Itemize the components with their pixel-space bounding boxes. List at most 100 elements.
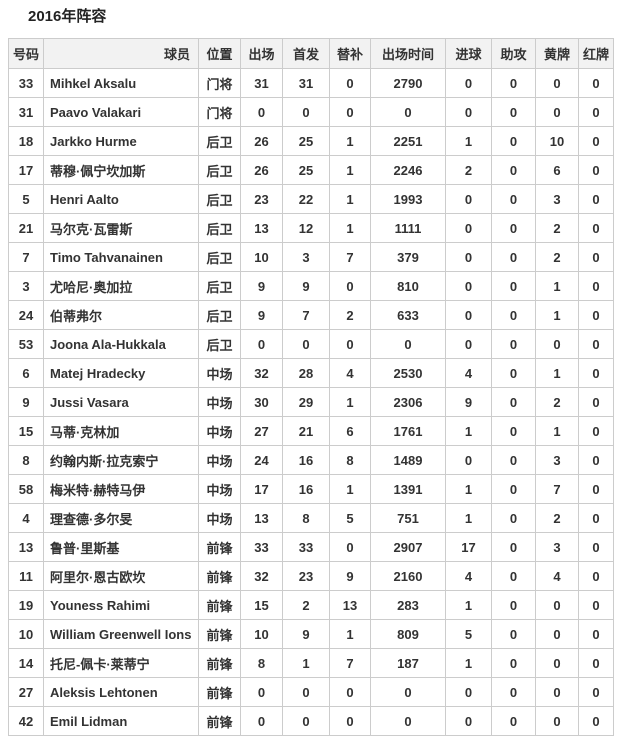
header-row: 号码 球员 位置 出场 首发 替补 出场时间 进球 助攻 黄牌 红牌 <box>8 38 614 69</box>
cell-yellow_cards: 1 <box>535 358 579 388</box>
cell-appearances: 23 <box>240 184 283 214</box>
col-header-red-cards: 红牌 <box>578 38 614 69</box>
cell-red_cards: 0 <box>578 532 614 562</box>
cell-minutes: 810 <box>370 271 446 301</box>
cell-goals: 0 <box>445 184 492 214</box>
cell-appearances: 0 <box>240 97 283 127</box>
cell-starts: 28 <box>282 358 330 388</box>
cell-appearances: 9 <box>240 271 283 301</box>
col-header-yellow-cards: 黄牌 <box>535 38 579 69</box>
cell-red_cards: 0 <box>578 271 614 301</box>
cell-assists: 0 <box>491 619 536 649</box>
cell-number: 9 <box>8 387 44 417</box>
table-row: 15 马蒂·克林加 中场 27 21 6 1761 1 0 1 0 <box>8 416 614 446</box>
cell-yellow_cards: 10 <box>535 126 579 156</box>
cell-player: 伯蒂弗尔 <box>43 300 199 330</box>
cell-starts: 1 <box>282 648 330 678</box>
cell-number: 31 <box>8 97 44 127</box>
cell-red_cards: 0 <box>578 590 614 620</box>
cell-goals: 0 <box>445 97 492 127</box>
cell-goals: 0 <box>445 213 492 243</box>
cell-number: 14 <box>8 648 44 678</box>
cell-red_cards: 0 <box>578 97 614 127</box>
cell-starts: 8 <box>282 503 330 533</box>
cell-starts: 0 <box>282 329 330 359</box>
cell-position: 中场 <box>198 358 241 388</box>
cell-yellow_cards: 0 <box>535 590 579 620</box>
cell-yellow_cards: 6 <box>535 155 579 185</box>
cell-position: 后卫 <box>198 242 241 272</box>
cell-goals: 0 <box>445 706 492 736</box>
col-header-minutes: 出场时间 <box>370 38 446 69</box>
cell-yellow_cards: 7 <box>535 474 579 504</box>
cell-position: 后卫 <box>198 213 241 243</box>
table-row: 8 约翰内斯·拉克索宁 中场 24 16 8 1489 0 0 3 0 <box>8 445 614 475</box>
col-header-appearances: 出场 <box>240 38 283 69</box>
cell-subs: 7 <box>329 242 371 272</box>
cell-minutes: 751 <box>370 503 446 533</box>
cell-assists: 0 <box>491 503 536 533</box>
cell-appearances: 27 <box>240 416 283 446</box>
cell-red_cards: 0 <box>578 184 614 214</box>
cell-appearances: 9 <box>240 300 283 330</box>
cell-starts: 2 <box>282 590 330 620</box>
cell-red_cards: 0 <box>578 445 614 475</box>
col-header-position: 位置 <box>198 38 241 69</box>
cell-number: 33 <box>8 68 44 98</box>
table-row: 31 Paavo Valakari 门将 0 0 0 0 0 0 0 0 <box>8 97 614 127</box>
cell-red_cards: 0 <box>578 387 614 417</box>
cell-player: Timo Tahvanainen <box>43 242 199 272</box>
cell-subs: 0 <box>329 68 371 98</box>
cell-player: 蒂穆·佩宁坎加斯 <box>43 155 199 185</box>
cell-position: 中场 <box>198 416 241 446</box>
table-row: 14 托尼-佩卡·莱蒂宁 前锋 8 1 7 187 1 0 0 0 <box>8 648 614 678</box>
table-row: 7 Timo Tahvanainen 后卫 10 3 7 379 0 0 2 0 <box>8 242 614 272</box>
cell-minutes: 2251 <box>370 126 446 156</box>
cell-number: 10 <box>8 619 44 649</box>
cell-number: 17 <box>8 155 44 185</box>
cell-goals: 0 <box>445 271 492 301</box>
cell-assists: 0 <box>491 648 536 678</box>
cell-yellow_cards: 1 <box>535 271 579 301</box>
cell-yellow_cards: 3 <box>535 445 579 475</box>
cell-assists: 0 <box>491 677 536 707</box>
cell-minutes: 1391 <box>370 474 446 504</box>
cell-yellow_cards: 2 <box>535 242 579 272</box>
cell-number: 42 <box>8 706 44 736</box>
cell-position: 前锋 <box>198 561 241 591</box>
cell-position: 中场 <box>198 503 241 533</box>
cell-minutes: 2306 <box>370 387 446 417</box>
cell-appearances: 32 <box>240 358 283 388</box>
cell-assists: 0 <box>491 300 536 330</box>
cell-minutes: 0 <box>370 677 446 707</box>
table-row: 53 Joona Ala-Hukkala 后卫 0 0 0 0 0 0 0 0 <box>8 329 614 359</box>
table-row: 33 Mihkel Aksalu 门将 31 31 0 2790 0 0 0 0 <box>8 68 614 98</box>
cell-minutes: 0 <box>370 329 446 359</box>
cell-player: Matej Hradecky <box>43 358 199 388</box>
cell-starts: 9 <box>282 619 330 649</box>
cell-number: 8 <box>8 445 44 475</box>
cell-subs: 7 <box>329 648 371 678</box>
cell-player: Paavo Valakari <box>43 97 199 127</box>
cell-subs: 13 <box>329 590 371 620</box>
col-header-assists: 助攻 <box>491 38 536 69</box>
cell-subs: 5 <box>329 503 371 533</box>
cell-minutes: 283 <box>370 590 446 620</box>
cell-starts: 16 <box>282 445 330 475</box>
cell-yellow_cards: 0 <box>535 619 579 649</box>
cell-appearances: 0 <box>240 706 283 736</box>
cell-red_cards: 0 <box>578 329 614 359</box>
cell-player: Joona Ala-Hukkala <box>43 329 199 359</box>
cell-subs: 0 <box>329 271 371 301</box>
cell-goals: 1 <box>445 126 492 156</box>
table-row: 10 William Greenwell Ions 前锋 10 9 1 809 5 0 0 0 <box>8 619 614 649</box>
cell-subs: 0 <box>329 706 371 736</box>
cell-number: 6 <box>8 358 44 388</box>
table-row: 4 理查德·多尔旻 中场 13 8 5 751 1 0 2 0 <box>8 503 614 533</box>
cell-subs: 6 <box>329 416 371 446</box>
cell-appearances: 26 <box>240 126 283 156</box>
cell-minutes: 1761 <box>370 416 446 446</box>
cell-number: 3 <box>8 271 44 301</box>
cell-number: 24 <box>8 300 44 330</box>
cell-appearances: 13 <box>240 213 283 243</box>
